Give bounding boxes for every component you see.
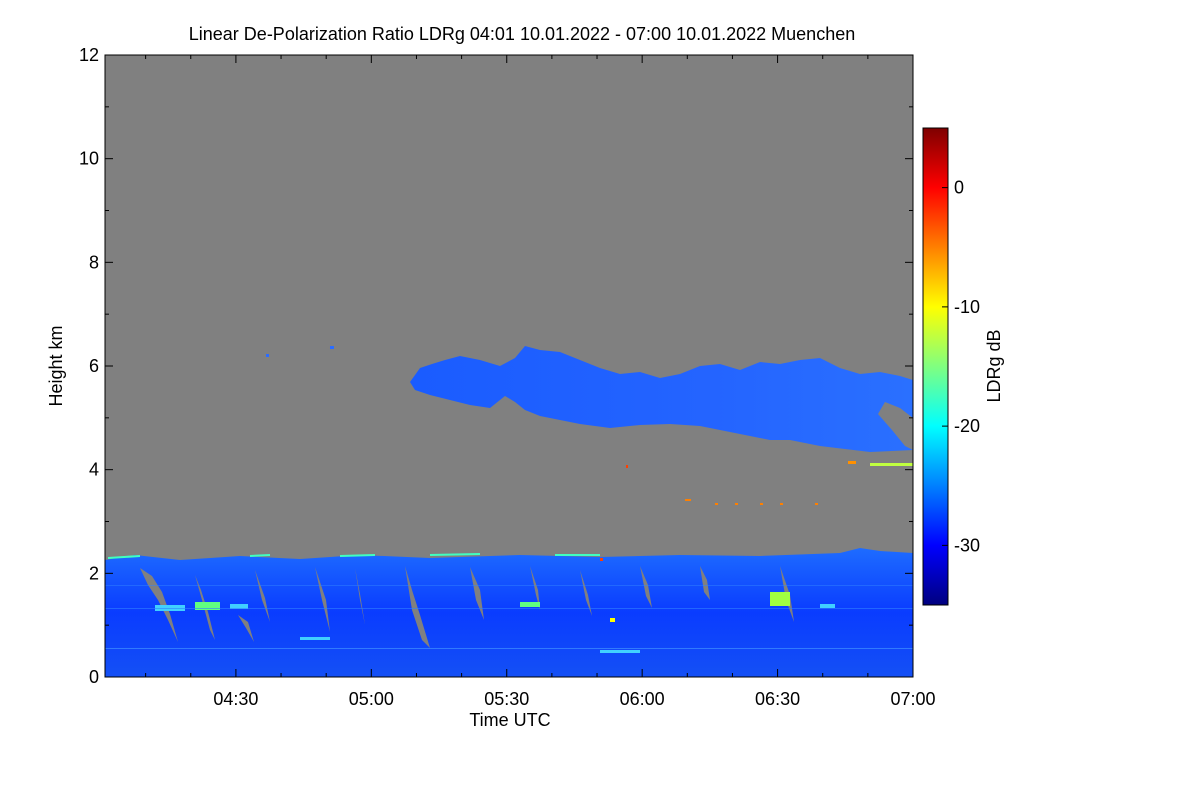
x-tick-label: 06:00: [620, 689, 665, 709]
colorbar-ticks: 0 -10 -20 -30: [942, 178, 980, 555]
y-tick-label: 6: [89, 356, 99, 376]
speckle-points: [266, 346, 913, 561]
y-tick-label: 8: [89, 252, 99, 272]
boundary-layer-region: [105, 548, 913, 677]
colorbar-tick-label: 0: [954, 178, 964, 198]
y-axis: 0 2 4 6 8 10 12: [79, 45, 913, 687]
x-tick-label: 05:30: [484, 689, 529, 709]
y-tick-label: 4: [89, 460, 99, 480]
x-tick-label: 05:00: [349, 689, 394, 709]
y-tick-label: 10: [79, 149, 99, 169]
x-tick-label: 06:30: [755, 689, 800, 709]
y-axis-label: Height km: [46, 325, 66, 406]
colorbar-tick-label: -10: [954, 297, 980, 317]
colorbar-label: LDRg dB: [984, 329, 1004, 402]
y-tick-label: 0: [89, 667, 99, 687]
colorbar-tick-label: -30: [954, 535, 980, 555]
elevated-layer-region: [410, 346, 913, 452]
y-tick-label: 2: [89, 563, 99, 583]
colorbar: [922, 127, 949, 606]
x-axis: 04:30 05:00 05:30 06:00 06:30 07:00: [145, 55, 936, 709]
data-layers: [105, 346, 913, 677]
x-axis-label: Time UTC: [469, 710, 550, 730]
y-tick-label: 12: [79, 45, 99, 65]
x-tick-label: 07:00: [890, 689, 935, 709]
chart-title: Linear De-Polarization Ratio LDRg 04:01 …: [189, 24, 855, 44]
boundary-top-highlights: [107, 553, 600, 559]
colorbar-tick-label: -20: [954, 416, 980, 436]
boundary-internal-features: [105, 585, 913, 653]
x-tick-label: 04:30: [213, 689, 258, 709]
